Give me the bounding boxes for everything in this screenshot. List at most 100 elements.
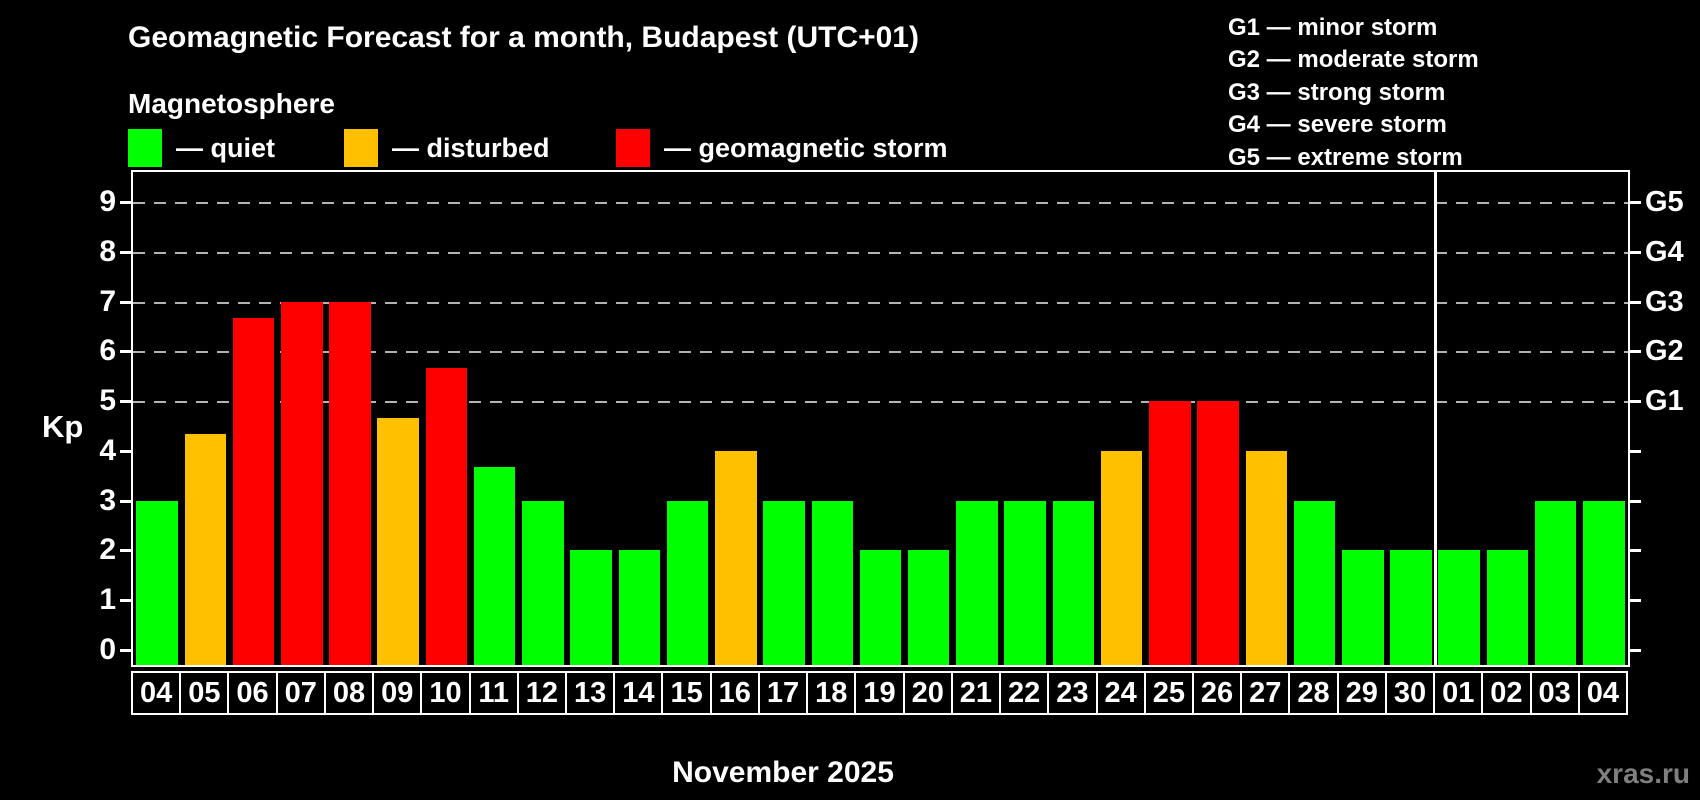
day-label-01: 01 xyxy=(1433,671,1484,715)
y-axis-tick-right-5 xyxy=(1630,400,1641,404)
gridline-kp7 xyxy=(133,301,1628,304)
storm-scale-item-g3: G3 — strong storm xyxy=(1228,78,1446,106)
y-axis-label-9: 9 xyxy=(99,184,116,218)
legend-swatch-disturbed xyxy=(344,129,378,167)
bar-day-18 xyxy=(811,500,854,665)
y-axis-tick-left-2 xyxy=(120,549,131,553)
bar-day-29 xyxy=(1342,550,1384,665)
y-axis-tick-right-1 xyxy=(1630,599,1641,603)
bar-day-25 xyxy=(1149,401,1191,665)
g-scale-label-g5: G5 xyxy=(1645,185,1684,218)
y-axis-label-7: 7 xyxy=(99,284,116,318)
y-axis-tick-right-0 xyxy=(1630,649,1641,652)
bar-day-30 xyxy=(1390,550,1432,665)
legend-title: Magnetosphere xyxy=(128,88,335,119)
bar-day-13 xyxy=(570,550,612,665)
bar-day-23 xyxy=(1052,500,1095,665)
day-label-05: 05 xyxy=(179,671,230,715)
day-label-13: 13 xyxy=(565,671,616,715)
bar-day-04 xyxy=(136,500,178,665)
bar-day-16 xyxy=(715,450,757,665)
gridline-kp8 xyxy=(133,251,1628,254)
legend-swatch-storm xyxy=(616,129,650,167)
bar-day-09 xyxy=(377,417,419,665)
bar-day-04 xyxy=(1583,500,1625,665)
y-axis-tick-right-9 xyxy=(1630,200,1641,204)
bar-day-08 xyxy=(329,301,371,665)
storm-scale-item-g5: G5 — extreme storm xyxy=(1228,143,1463,171)
day-label-12: 12 xyxy=(516,671,568,715)
bar-day-21 xyxy=(956,500,998,665)
day-label-08: 08 xyxy=(323,671,375,715)
day-label-29: 29 xyxy=(1336,671,1387,715)
bar-day-05 xyxy=(184,434,227,665)
y-axis-label-8: 8 xyxy=(99,234,116,268)
bar-day-02 xyxy=(1486,550,1529,665)
bar-day-17 xyxy=(763,500,805,665)
bar-day-06 xyxy=(232,317,275,665)
legend-label-storm: — geomagnetic storm xyxy=(664,133,948,163)
y-axis-tick-left-8 xyxy=(120,250,131,254)
x-axis-day-labels: 04 05 06 07 08 09 10 11 12 13 14 15 16 17 18 19 20 21 22 23… xyxy=(131,671,1632,715)
bar-day-12 xyxy=(522,500,564,665)
day-label-25: 25 xyxy=(1143,671,1194,715)
bar-day-28 xyxy=(1293,500,1336,665)
day-label-30: 30 xyxy=(1384,671,1436,715)
bar-day-22 xyxy=(1004,500,1046,665)
month-separator-line xyxy=(1433,170,1437,667)
g-scale-label-g3: G3 xyxy=(1645,285,1684,318)
y-axis-tick-right-6 xyxy=(1630,350,1641,354)
y-axis-label-0: 0 xyxy=(99,633,116,666)
storm-scale-item-g2: G2 — moderate storm xyxy=(1228,46,1479,74)
day-label-07: 07 xyxy=(275,671,326,715)
bar-day-27 xyxy=(1245,450,1288,665)
g-scale-label-g2: G2 xyxy=(1645,335,1684,368)
y-axis-tick-left-1 xyxy=(120,599,131,603)
day-label-04: 04 xyxy=(131,671,182,715)
day-label-19: 19 xyxy=(854,671,905,715)
x-axis-title: November 2025 xyxy=(672,756,894,789)
day-label-09: 09 xyxy=(372,671,423,715)
day-label-15: 15 xyxy=(661,671,712,715)
y-axis-label-4: 4 xyxy=(99,433,116,467)
day-label-28: 28 xyxy=(1288,671,1339,715)
watermark: xras.ru xyxy=(1596,758,1690,789)
gridline-kp5 xyxy=(133,401,1628,404)
legend-swatch-quiet xyxy=(128,129,162,167)
storm-scale-item-g4: G4 — severe storm xyxy=(1228,111,1447,139)
legend-label-disturbed: — disturbed xyxy=(392,133,550,163)
day-label-20: 20 xyxy=(902,671,953,715)
bar-day-07 xyxy=(281,301,323,665)
y-axis-tick-left-6 xyxy=(120,350,131,354)
y-axis-tick-right-2 xyxy=(1630,549,1641,553)
y-axis-label-1: 1 xyxy=(99,583,116,617)
legend-label-quiet: — quiet xyxy=(176,133,275,163)
g-scale-label-g1: G1 xyxy=(1645,385,1684,418)
y-axis-tick-left-4 xyxy=(120,449,131,453)
bar-day-01 xyxy=(1438,550,1480,665)
day-label-04: 04 xyxy=(1577,671,1628,715)
g-scale-label-g4: G4 xyxy=(1645,235,1684,268)
y-axis-label-2: 2 xyxy=(99,533,116,567)
day-label-23: 23 xyxy=(1047,671,1098,715)
day-label-22: 22 xyxy=(999,671,1050,715)
y-axis-title: Kp xyxy=(42,409,84,444)
day-label-02: 02 xyxy=(1481,671,1532,715)
day-label-21: 21 xyxy=(950,671,1002,715)
bar-day-15 xyxy=(666,500,709,665)
day-label-17: 17 xyxy=(757,671,809,715)
day-label-27: 27 xyxy=(1240,671,1291,715)
y-axis-label-6: 6 xyxy=(99,334,116,368)
storm-scale-item-g1: G1 — minor storm xyxy=(1228,14,1438,41)
y-axis-tick-right-8 xyxy=(1630,250,1641,254)
y-axis-tick-left-9 xyxy=(120,200,131,204)
gridline-kp6 xyxy=(133,351,1628,354)
y-axis-tick-right-4 xyxy=(1630,449,1641,453)
day-label-03: 03 xyxy=(1529,671,1580,715)
y-axis-tick-left-7 xyxy=(120,300,131,304)
bar-day-26 xyxy=(1197,401,1239,665)
day-label-24: 24 xyxy=(1095,671,1146,715)
day-label-10: 10 xyxy=(420,671,471,715)
y-axis-tick-left-0 xyxy=(120,649,131,652)
